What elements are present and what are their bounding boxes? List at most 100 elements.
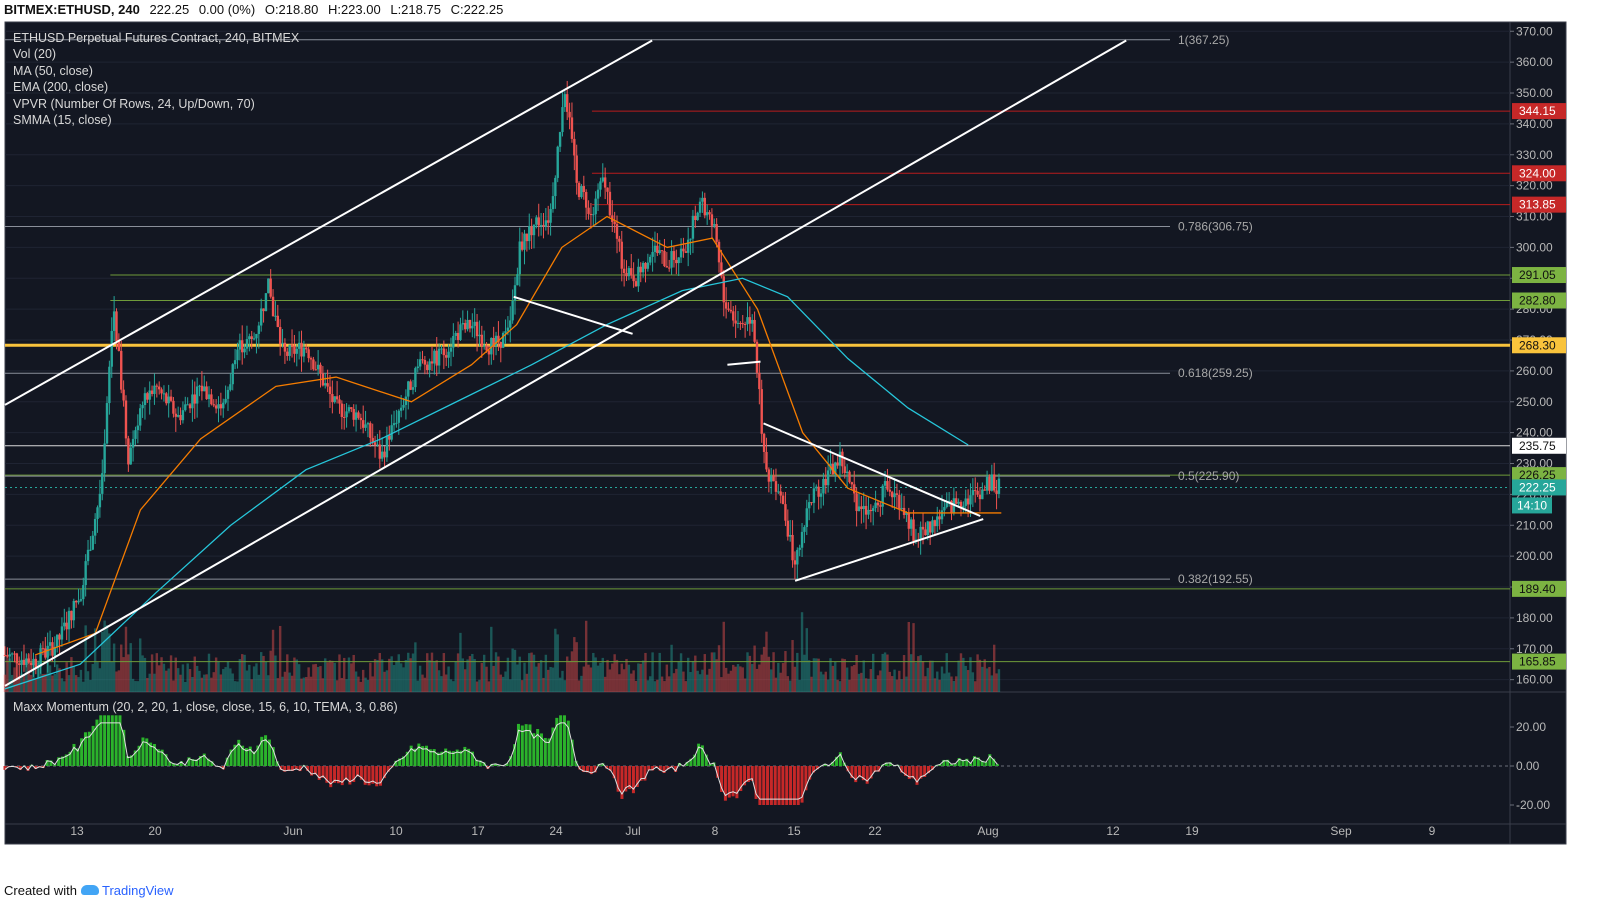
osc-bar <box>80 738 84 766</box>
volume-bar <box>376 660 379 692</box>
osc-bar <box>815 766 819 770</box>
volume-bar <box>10 674 14 692</box>
volume-bar <box>155 653 159 692</box>
candle-body <box>613 221 616 225</box>
candle-body <box>618 238 621 242</box>
osc-bar <box>367 766 371 786</box>
time-axis[interactable]: 13 20 Jun 10 17 24 Jul 8 15 22 Aug 12 19 Sep 9 <box>70 824 1435 838</box>
candle-body <box>893 493 896 498</box>
legend-ma[interactable]: MA (50, close) <box>13 64 93 78</box>
volume-bar <box>568 660 571 692</box>
candle-body <box>326 383 329 387</box>
osc-bar <box>539 733 543 766</box>
candle-body <box>77 600 80 603</box>
candle-body <box>243 348 246 353</box>
candle-body <box>691 215 695 239</box>
legend-ema[interactable]: EMA (200, close) <box>13 80 108 94</box>
legend-volume[interactable]: Vol (20) <box>13 47 56 61</box>
volume-bar <box>65 662 68 692</box>
volume-bar <box>46 654 49 692</box>
candle-body <box>509 320 512 328</box>
candle-body <box>748 317 752 324</box>
osc-bar <box>168 761 172 766</box>
volume-bar <box>259 652 263 692</box>
time-tick-label: 12 <box>1106 824 1120 838</box>
candle-body <box>599 181 602 190</box>
volume-bar <box>478 679 481 692</box>
volume-bar <box>217 661 220 692</box>
volume-bar <box>905 676 908 692</box>
volume-bar <box>435 660 438 692</box>
volume-bar <box>724 667 728 692</box>
volume-bar <box>805 628 808 692</box>
chart-canvas[interactable]: 1(367.25) 0.786(306.75) 0.618(259.25) 0.5(2… <box>0 20 1624 878</box>
volume-bar <box>238 659 242 692</box>
candle-body <box>936 516 939 527</box>
legend-vpvr[interactable]: VPVR (Number Of Rows, 24, Up/Down, 70) <box>13 97 255 111</box>
volume-bar <box>29 674 33 692</box>
volume-bar <box>772 652 775 692</box>
candle-body <box>492 337 495 347</box>
legend-title[interactable]: ETHUSD Perpetual Futures Contract, 240, … <box>13 31 300 45</box>
osc-bar <box>321 766 325 778</box>
volume-bar <box>252 666 256 692</box>
candle-body <box>850 482 854 485</box>
osc-bar <box>946 759 950 766</box>
volume-bar <box>556 634 559 692</box>
time-tick-label: 24 <box>549 824 563 838</box>
candle-body <box>535 217 538 225</box>
volume-bar <box>971 672 975 692</box>
tradingview-link[interactable]: TradingView <box>80 883 174 898</box>
volume-bar <box>658 652 661 692</box>
volume-bar <box>143 657 147 692</box>
candle-body <box>746 317 749 325</box>
candle-body <box>656 245 659 254</box>
osc-bar <box>750 766 754 782</box>
osc-bar <box>509 756 513 766</box>
candle-body <box>314 369 317 371</box>
volume-bar <box>898 670 901 692</box>
legend-smma[interactable]: SMMA (15, close) <box>13 113 112 127</box>
volume-bars <box>3 612 1001 692</box>
volume-bar <box>974 681 977 692</box>
osc-bar <box>700 745 704 766</box>
candle-body <box>124 400 128 439</box>
volume-bar <box>79 669 83 692</box>
symbol-name[interactable]: BITMEX:ETHUSD, 240 <box>4 2 140 17</box>
candle-body <box>959 501 963 509</box>
osc-bar <box>850 766 854 778</box>
candle-body <box>606 187 609 192</box>
candle-body <box>736 322 740 324</box>
volume-bar <box>174 657 177 692</box>
volume-bar <box>860 672 863 692</box>
volume-bar <box>243 654 246 692</box>
volume-bar <box>743 678 747 692</box>
volume-bar <box>53 673 57 692</box>
candle-body <box>926 521 929 536</box>
volume-bar <box>115 671 118 692</box>
volume-bar <box>509 679 512 692</box>
candle-body <box>131 438 135 448</box>
volume-bar <box>60 678 64 692</box>
volume-bar <box>592 652 595 692</box>
oscillator-legend[interactable]: Maxx Momentum (20, 2, 20, 1, close, clos… <box>13 700 398 714</box>
volume-bar <box>511 648 514 692</box>
price-change: 0.00 (0%) <box>198 2 256 17</box>
candle-body <box>921 526 925 530</box>
volume-bar <box>257 674 261 692</box>
candle-body <box>300 342 303 357</box>
osc-bar <box>459 750 463 766</box>
volume-bar <box>660 676 664 692</box>
candle-body <box>805 508 808 528</box>
osc-bar <box>60 756 64 766</box>
osc-bar <box>76 748 80 766</box>
volume-bar <box>501 676 505 692</box>
osc-bar <box>723 766 727 801</box>
candle-body <box>210 394 213 405</box>
candle-body <box>653 245 657 252</box>
osc-bar <box>559 715 563 766</box>
trend-lines[interactable] <box>4 39 1127 687</box>
osc-bar <box>543 737 547 766</box>
osc-bar <box>800 766 804 803</box>
candle-body <box>587 207 590 214</box>
